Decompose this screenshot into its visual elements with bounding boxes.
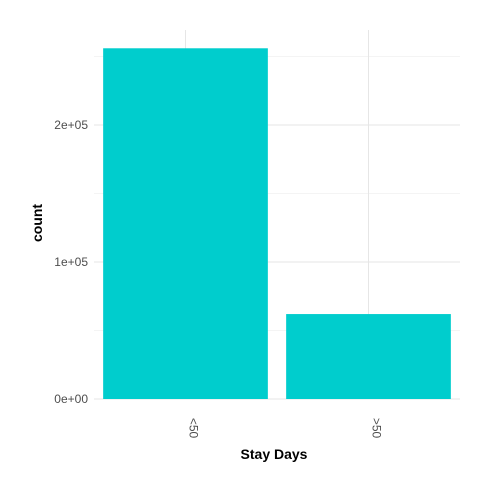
x-tick-label: <50 — [187, 418, 201, 439]
bars — [103, 48, 451, 399]
y-axis-ticks: 0e+00 1e+05 2e+05 — [54, 118, 88, 406]
y-tick-label: 1e+05 — [54, 255, 88, 269]
y-axis-title: count — [29, 204, 45, 242]
bar — [103, 48, 268, 399]
x-tick-label: >50 — [370, 418, 384, 439]
y-tick-label: 2e+05 — [54, 118, 88, 132]
x-axis-title: Stay Days — [241, 446, 308, 462]
bar — [286, 314, 451, 399]
y-tick-label: 0e+00 — [54, 392, 88, 406]
x-axis-ticks: <50 >50 — [187, 418, 384, 439]
